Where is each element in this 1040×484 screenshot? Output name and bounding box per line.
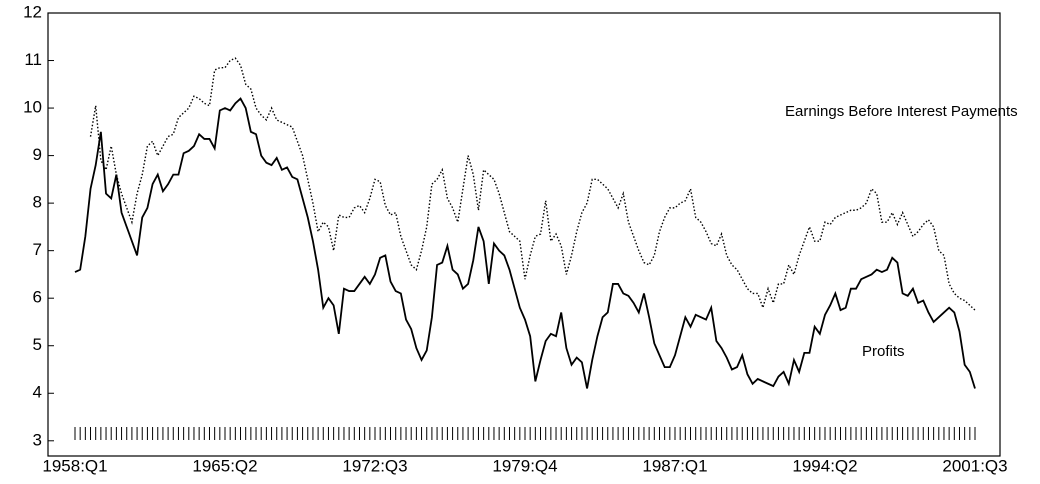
series-line [74, 97, 976, 389]
x-tick-label: 1994:Q2 [792, 456, 857, 475]
y-tick-label: 3 [33, 430, 42, 449]
y-tick-label: 4 [33, 383, 42, 402]
x-tick-label: 1965:Q2 [192, 456, 257, 475]
y-tick-label: 8 [33, 193, 42, 212]
plot-frame [47, 12, 1001, 457]
annotation: Earnings Before Interest Payments [785, 103, 1018, 120]
y-tick-label: 11 [24, 50, 42, 69]
y-tick-label: 7 [33, 240, 42, 259]
y-tick-label: 5 [33, 335, 42, 354]
x-tick-label: 1972:Q3 [342, 456, 407, 475]
x-tick-label: 2001:Q3 [942, 456, 1007, 475]
y-tick-label: 9 [33, 145, 42, 164]
y-tick-label: 6 [33, 288, 42, 307]
x-tick-label: 1958:Q1 [42, 456, 107, 475]
x-tick-label: 1987:Q1 [642, 456, 707, 475]
y-tick-label: 12 [23, 2, 42, 21]
x-tick-label: 1979:Q4 [492, 456, 557, 475]
annotation: Profits [862, 343, 905, 360]
y-tick-label: 10 [23, 98, 42, 117]
series-line [89, 57, 976, 311]
